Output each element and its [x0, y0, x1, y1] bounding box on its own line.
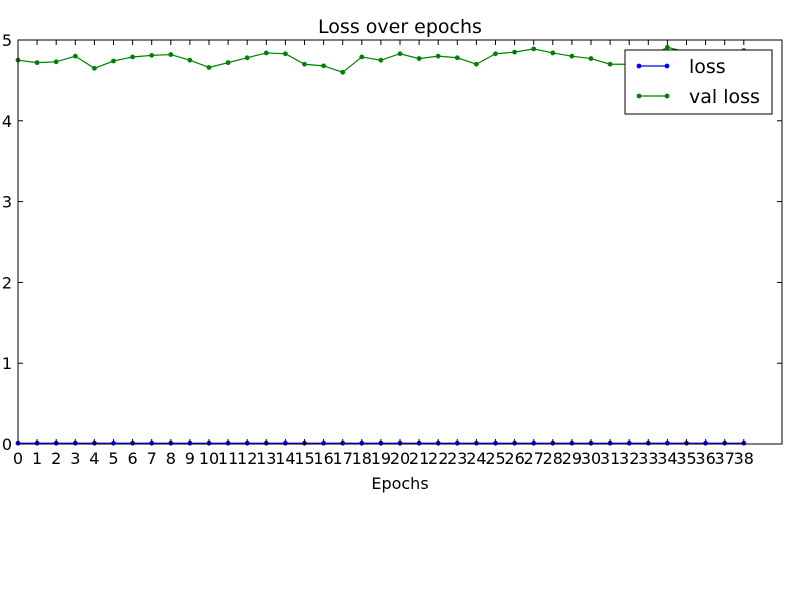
- point-val-loss: [416, 56, 422, 61]
- point-val-loss: [378, 57, 384, 63]
- point-val-loss: [588, 56, 594, 61]
- x-tick-label: 16: [313, 449, 333, 468]
- point-val-loss: [512, 49, 517, 55]
- x-tick-label: 34: [657, 449, 677, 468]
- point-val-loss: [225, 60, 231, 66]
- point-val-loss: [283, 51, 288, 57]
- x-tick-label: 22: [428, 449, 448, 468]
- legend-marker-loss: [636, 63, 642, 69]
- plot-frame: [17, 39, 783, 445]
- y-tick-label: 4: [2, 112, 12, 131]
- point-val-loss: [111, 58, 116, 64]
- point-val-loss: [665, 44, 670, 50]
- chart-title: Loss over epochs: [318, 16, 482, 38]
- point-val-loss: [130, 54, 136, 60]
- x-tick-label: 14: [275, 449, 295, 468]
- legend-marker-loss: [664, 63, 670, 69]
- y-tick-label: 0: [2, 435, 12, 454]
- point-val-loss: [187, 57, 193, 63]
- x-tick-label: 29: [562, 449, 582, 468]
- point-val-loss: [607, 61, 613, 67]
- x-tick-label: 23: [447, 449, 467, 468]
- x-tick-label: 4: [89, 449, 99, 468]
- point-val-loss: [359, 54, 365, 60]
- point-val-loss: [53, 59, 59, 65]
- x-tick-label: 36: [695, 449, 715, 468]
- point-val-loss: [454, 55, 460, 61]
- point-val-loss: [263, 50, 269, 56]
- x-tick-label: 33: [638, 449, 658, 468]
- x-tick-label: 6: [128, 449, 138, 468]
- x-tick-label: 0: [13, 449, 23, 468]
- point-val-loss: [34, 60, 40, 66]
- x-axis-label: Epochs: [371, 474, 428, 493]
- x-tick-label: 19: [371, 449, 391, 468]
- point-val-loss: [206, 65, 212, 70]
- x-tick-label: 7: [147, 449, 157, 468]
- x-tick-label: 30: [581, 449, 601, 468]
- x-tick-label: 21: [409, 449, 429, 468]
- x-tick-label: 8: [166, 449, 176, 468]
- point-val-loss: [340, 69, 346, 75]
- x-tick-label: 5: [108, 449, 118, 468]
- point-val-loss: [72, 53, 78, 59]
- ticks-layer: 0 1 2 3 4 5 6 7 8 9 101112131415161718192021222324…: [2, 31, 782, 468]
- legend-marker-val-loss: [636, 93, 642, 99]
- point-val-loss: [321, 63, 326, 69]
- x-tick-label: 9: [185, 449, 195, 468]
- legend: loss val loss: [624, 49, 773, 115]
- point-val-loss: [531, 46, 537, 52]
- x-tick-label: 32: [619, 449, 639, 468]
- x-tick-label: 18: [352, 449, 372, 468]
- x-tick-label: 37: [715, 449, 735, 468]
- x-tick-label: 20: [390, 449, 410, 468]
- point-val-loss: [569, 53, 575, 59]
- x-tick-label: 2: [51, 449, 61, 468]
- x-tick-label: 31: [600, 449, 620, 468]
- point-val-loss: [244, 55, 250, 61]
- point-val-loss: [397, 51, 403, 57]
- legend-label-val-loss: val loss: [689, 86, 760, 108]
- x-tick-label: 26: [504, 449, 524, 468]
- x-tick-label: 15: [294, 449, 314, 468]
- point-val-loss: [493, 51, 498, 57]
- legend-label-loss: loss: [689, 56, 726, 78]
- x-tick-label: 3: [70, 449, 80, 468]
- x-tick-label: 25: [485, 449, 505, 468]
- x-tick-label: 28: [543, 449, 563, 468]
- point-val-loss: [550, 50, 556, 56]
- y-tick-label: 1: [2, 354, 12, 373]
- legend-marker-val-loss: [664, 93, 670, 99]
- x-tick-label: 10: [199, 449, 219, 468]
- y-tick-label: 2: [2, 273, 12, 292]
- x-tick-label: 27: [524, 449, 544, 468]
- point-val-loss: [168, 52, 174, 57]
- x-tick-label: 1: [32, 449, 42, 468]
- y-tick-label: 3: [2, 193, 12, 212]
- point-val-loss: [92, 65, 97, 71]
- x-tick-label: 13: [256, 449, 276, 468]
- point-val-loss: [149, 52, 155, 58]
- legend-box: [624, 49, 773, 115]
- y-tick-label: 5: [2, 31, 12, 50]
- x-tick-label: 24: [466, 449, 486, 468]
- point-val-loss: [302, 61, 307, 67]
- x-tick-label: 11: [218, 449, 238, 468]
- x-tick-label: 38: [734, 449, 754, 468]
- point-val-loss: [474, 61, 479, 67]
- x-tick-label: 17: [333, 449, 353, 468]
- x-tick-label: 35: [676, 449, 696, 468]
- x-tick-label: 12: [237, 449, 257, 468]
- point-val-loss: [435, 53, 441, 59]
